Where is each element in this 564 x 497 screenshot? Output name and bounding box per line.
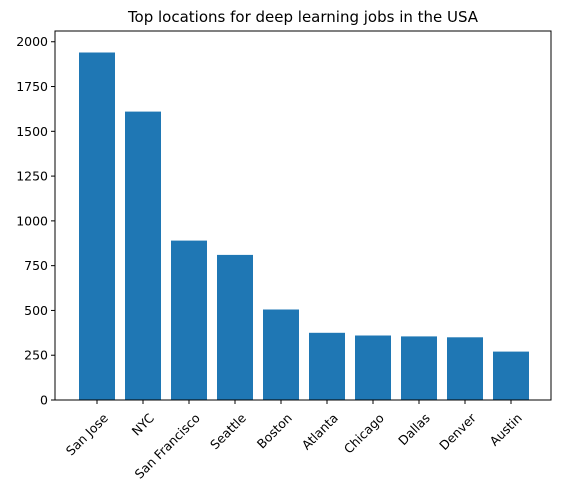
x-tick-label: Austin [487,410,525,448]
bar-chicago [355,335,391,400]
y-tick-label: 750 [24,258,48,273]
bars-group [79,52,529,400]
bar-atlanta [309,332,345,400]
y-tick-label: 1500 [16,124,48,139]
x-tick-label: Seattle [207,410,249,452]
x-tick-label: San Jose [63,410,111,458]
bar-san-jose [79,52,115,400]
bar-seattle [217,254,253,400]
chart-title: Top locations for deep learning jobs in … [127,8,479,26]
bar-boston [263,309,299,400]
x-tick-label: NYC [129,410,157,438]
y-tick-label: 1250 [16,169,48,184]
y-axis: 0 250 500 750 1000 1250 1500 1750 2000 [16,34,55,408]
plot-frame [54,30,552,401]
x-tick-label: Atlanta [299,410,341,452]
bar-nyc [125,111,161,400]
x-tick-label: Boston [254,410,295,451]
y-tick-label: 500 [24,303,48,318]
x-tick-label: Chicago [341,410,387,456]
bar-dallas [401,336,437,400]
y-tick-label: 250 [24,348,48,363]
bar-austin [493,351,529,400]
y-tick-label: 0 [40,393,48,408]
bar-denver [447,337,483,400]
x-tick-label: Denver [436,410,479,453]
y-tick-label: 2000 [16,34,48,49]
bar-san-francisco [171,240,207,400]
x-tick-label: Dallas [395,410,433,448]
y-tick-label: 1000 [16,213,48,228]
y-tick-label: 1750 [16,79,48,94]
